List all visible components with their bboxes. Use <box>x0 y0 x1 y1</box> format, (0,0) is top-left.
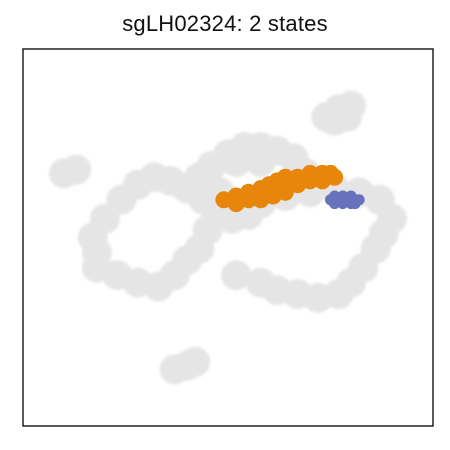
chart-title: sgLH02324: 2 states <box>122 11 328 36</box>
state-1-point <box>289 176 307 194</box>
background-point <box>221 147 252 178</box>
state-1-point <box>227 195 245 213</box>
state-1-point <box>252 191 270 209</box>
state-2-point <box>329 190 341 202</box>
background-point <box>221 260 252 291</box>
background-point <box>245 147 276 178</box>
state-2-series <box>325 190 365 210</box>
state-2-point <box>337 198 349 210</box>
state-1-series <box>215 164 344 213</box>
state-2-point <box>329 198 341 210</box>
state-1-point <box>276 168 294 186</box>
state-1-point <box>313 172 331 190</box>
state-2-point <box>345 190 357 202</box>
background-cells <box>49 90 407 385</box>
background-point <box>81 237 112 268</box>
background-point <box>61 154 92 185</box>
highlighted-states <box>215 164 365 213</box>
background-point <box>180 346 211 377</box>
background-point <box>319 105 350 136</box>
state-2-point <box>337 190 349 202</box>
